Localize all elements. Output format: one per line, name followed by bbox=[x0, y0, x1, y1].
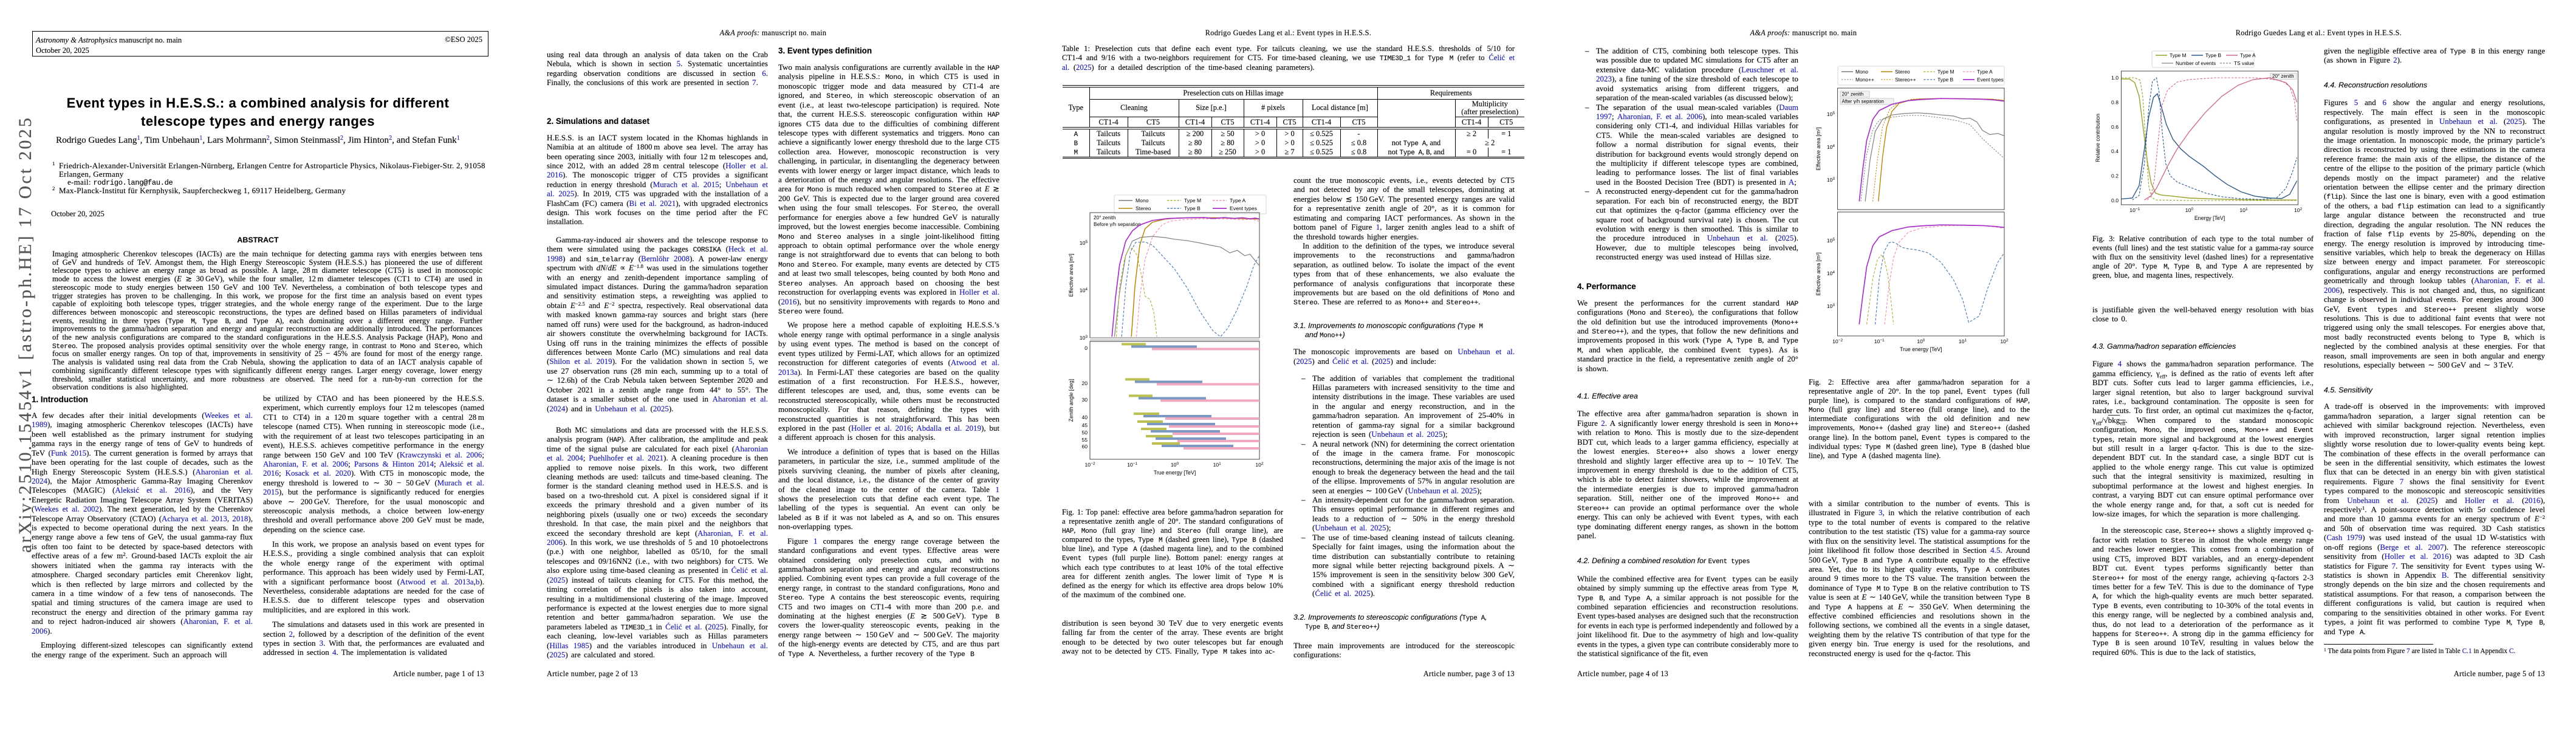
svg-text:Effective area [m²]: Effective area [m²] bbox=[1068, 253, 1074, 296]
svg-text:20: 20 bbox=[1081, 380, 1088, 386]
svg-text:40: 40 bbox=[1081, 414, 1088, 420]
svg-text:Energy [TeV]: Energy [TeV] bbox=[2194, 215, 2225, 221]
svg-text:10−1: 10−1 bbox=[1127, 462, 1137, 468]
svg-text:50: 50 bbox=[1081, 430, 1088, 436]
svg-text:Before γ/h separation: Before γ/h separation bbox=[1094, 222, 1141, 227]
svg-text:103: 103 bbox=[1080, 335, 1088, 341]
svg-text:After γ/h separation: After γ/h separation bbox=[1842, 99, 1884, 104]
svg-text:45: 45 bbox=[1081, 422, 1088, 428]
svg-text:30: 30 bbox=[1081, 397, 1088, 403]
svg-text:Event types: Event types bbox=[1977, 77, 2004, 83]
svg-text:101: 101 bbox=[1213, 462, 1222, 468]
svg-text:0.2: 0.2 bbox=[2111, 173, 2119, 179]
svg-text:Type A: Type A bbox=[1977, 69, 1993, 75]
svg-text:Type B: Type B bbox=[1937, 77, 1953, 83]
svg-text:102: 102 bbox=[2000, 338, 2009, 344]
svg-text:10−1: 10−1 bbox=[2129, 207, 2140, 213]
svg-text:101: 101 bbox=[2239, 207, 2248, 213]
svg-text:103: 103 bbox=[1827, 177, 1835, 183]
svg-text:Number of events: Number of events bbox=[2176, 60, 2216, 66]
svg-text:0: 0 bbox=[1084, 345, 1088, 351]
svg-text:100: 100 bbox=[1917, 338, 1925, 344]
svg-text:Effective area [m²]: Effective area [m²] bbox=[1815, 252, 1821, 295]
svg-text:Relative contribution: Relative contribution bbox=[2095, 114, 2101, 162]
svg-text:0.0: 0.0 bbox=[2111, 197, 2119, 204]
svg-text:0.6: 0.6 bbox=[2111, 124, 2119, 130]
svg-text:1.0: 1.0 bbox=[2111, 75, 2119, 81]
svg-text:Type M: Type M bbox=[2170, 52, 2186, 58]
svg-text:Type B: Type B bbox=[2205, 52, 2221, 58]
svg-text:105: 105 bbox=[1080, 240, 1088, 246]
svg-text:100: 100 bbox=[1171, 462, 1179, 468]
svg-text:Mono: Mono bbox=[1855, 69, 1868, 75]
svg-text:104: 104 bbox=[1827, 270, 1835, 276]
svg-text:10−2: 10−2 bbox=[1085, 462, 1095, 468]
svg-text:0.8: 0.8 bbox=[2111, 99, 2119, 105]
svg-text:Mono: Mono bbox=[1136, 197, 1149, 204]
svg-text:Type A: Type A bbox=[2240, 52, 2256, 58]
svg-text:20° zenith: 20° zenith bbox=[2272, 74, 2294, 79]
svg-text:104: 104 bbox=[1080, 287, 1088, 293]
svg-text:104: 104 bbox=[1827, 144, 1835, 150]
svg-text:105: 105 bbox=[1827, 238, 1835, 244]
svg-text:101: 101 bbox=[1959, 338, 1967, 344]
svg-text:100: 100 bbox=[2185, 207, 2194, 213]
svg-text:Type A: Type A bbox=[1230, 197, 1246, 204]
svg-text:103: 103 bbox=[1827, 303, 1835, 309]
svg-text:True energy [TeV]: True energy [TeV] bbox=[1900, 346, 1942, 352]
svg-text:20° zenith: 20° zenith bbox=[1094, 215, 1116, 221]
svg-text:60: 60 bbox=[1081, 443, 1088, 450]
svg-text:Mono++: Mono++ bbox=[1855, 77, 1874, 83]
svg-text:102: 102 bbox=[1255, 462, 1264, 468]
svg-text:105: 105 bbox=[1827, 111, 1835, 117]
svg-text:Type M: Type M bbox=[1184, 197, 1201, 204]
svg-text:Stereo++: Stereo++ bbox=[1895, 77, 1916, 83]
svg-text:Event types: Event types bbox=[1230, 205, 1257, 211]
svg-text:Stereo: Stereo bbox=[1136, 205, 1151, 211]
svg-text:Stereo: Stereo bbox=[1895, 69, 1910, 75]
svg-text:Effective area [m²]: Effective area [m²] bbox=[1815, 127, 1821, 170]
svg-text:TS value: TS value bbox=[2234, 60, 2254, 66]
svg-text:10−1: 10−1 bbox=[1874, 338, 1885, 344]
svg-text:10−2: 10−2 bbox=[1832, 338, 1843, 344]
svg-text:True energy [TeV]: True energy [TeV] bbox=[1154, 470, 1196, 476]
svg-text:102: 102 bbox=[2294, 207, 2303, 213]
svg-text:55: 55 bbox=[1081, 437, 1088, 443]
svg-text:0.4: 0.4 bbox=[2111, 148, 2119, 154]
svg-text:Type B: Type B bbox=[1184, 205, 1201, 211]
svg-text:20° zenith: 20° zenith bbox=[1842, 92, 1864, 97]
svg-text:Type M: Type M bbox=[1937, 69, 1954, 75]
svg-text:Zenith angle [deg]: Zenith angle [deg] bbox=[1068, 379, 1074, 422]
